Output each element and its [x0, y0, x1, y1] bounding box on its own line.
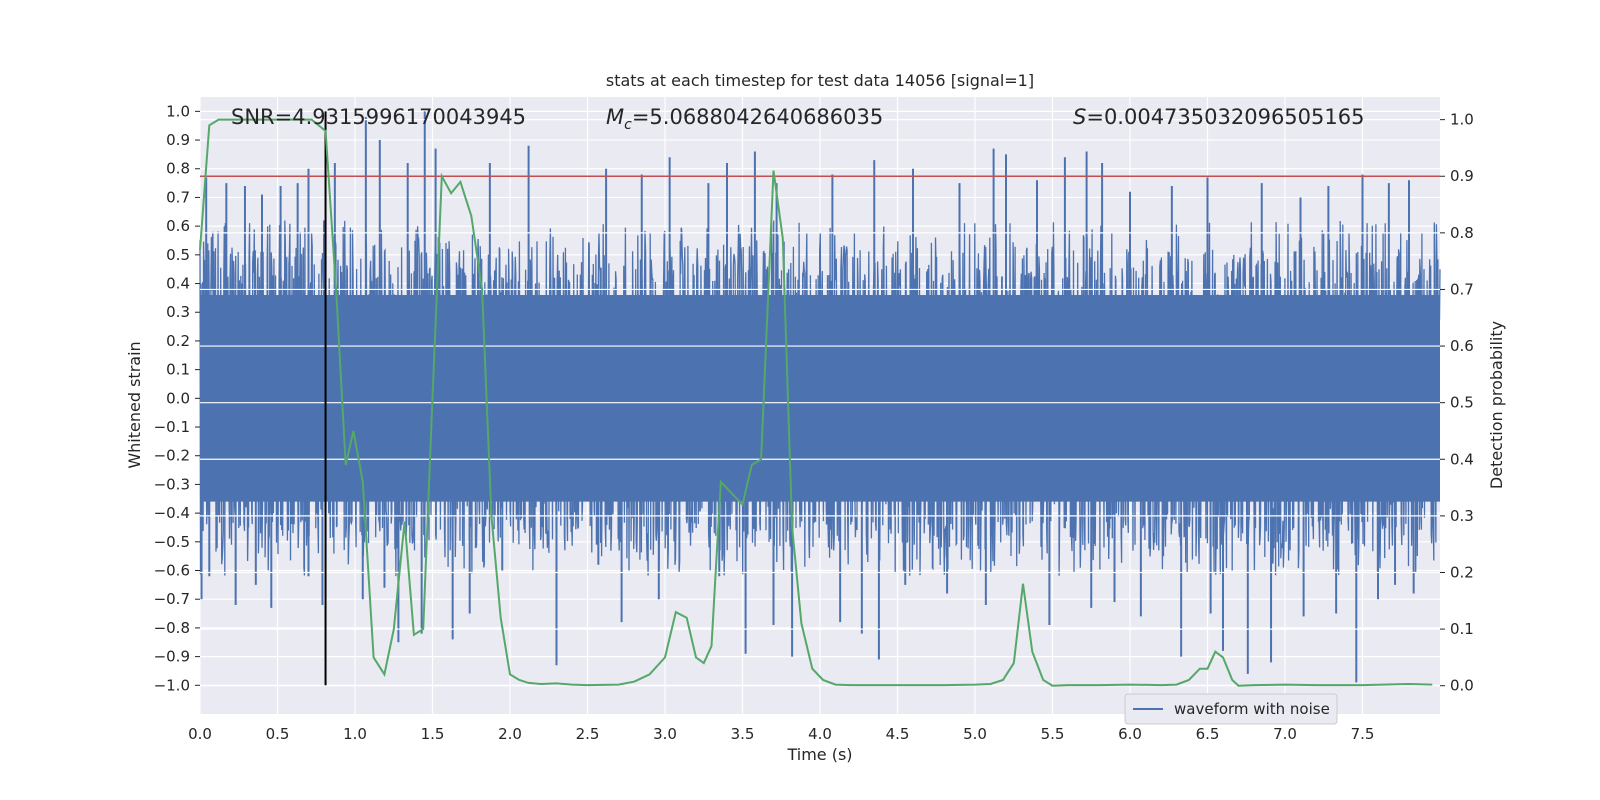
y2-axis-ticks: 1.0 0.9 0.8 0.7 0.6 0.5 0.4 0.3 0.2 0.1 0.0	[1440, 111, 1474, 695]
x-tick-label: 7.0	[1273, 725, 1297, 743]
detection-probability-line	[199, 118, 1433, 687]
chirp-mass-subscript: c	[624, 117, 632, 133]
y2-tick-label: 0.6	[1450, 337, 1474, 355]
y-tick-label: 0.4	[166, 275, 190, 293]
y2-tick-label: 0.4	[1450, 450, 1474, 468]
y2-tick-label: 1.0	[1450, 111, 1474, 129]
x-tick-label: 4.5	[886, 725, 910, 743]
y-tick-label: −0.9	[154, 648, 190, 666]
y-tick-label: 0.6	[166, 217, 190, 235]
x-tick-label: 7.5	[1351, 725, 1375, 743]
y2-tick-label: 0.1	[1450, 620, 1474, 638]
x-tick-label: 5.5	[1041, 725, 1065, 743]
y2-tick-label: 0.8	[1450, 224, 1474, 242]
y-tick-label: 0.1	[166, 361, 190, 379]
y-tick-label: 0.0	[166, 389, 190, 407]
chart-title: stats at each timestep for test data 140…	[606, 71, 1034, 90]
chirp-mass-value: =5.0688042640686035	[632, 105, 883, 129]
legend-label-waveform: waveform with noise	[1174, 700, 1330, 718]
y-tick-label: 0.3	[166, 303, 190, 321]
x-tick-label: 6.0	[1118, 725, 1142, 743]
y2-axis-label: Detection probability	[1487, 321, 1506, 489]
waveform-series	[199, 111, 1441, 683]
waveform-core	[200, 295, 1440, 502]
y-tick-label: 1.0	[166, 102, 190, 120]
y-tick-label: 0.2	[166, 332, 190, 350]
legend: waveform with noise	[1124, 693, 1338, 725]
y-tick-label: 0.8	[166, 160, 190, 178]
s-annotation: S=0.004735032096505165	[1073, 105, 1364, 129]
x-tick-label: 2.5	[576, 725, 600, 743]
y-tick-label: −0.7	[154, 590, 190, 608]
y-tick-label: 0.5	[166, 246, 190, 264]
y-tick-label: 0.7	[166, 188, 190, 206]
y-tick-label: −0.5	[154, 533, 190, 551]
x-axis-label: Time (s)	[786, 745, 852, 764]
chirp-mass-symbol: M	[606, 105, 624, 129]
x-tick-label: 5.0	[963, 725, 987, 743]
y2-tick-label: 0.2	[1450, 563, 1474, 581]
x-axis-ticks: 0.0 0.5 1.0 1.5 2.0 2.5 3.0 3.5 4.0 4.5 5.0 5.5 6.0 6…	[188, 725, 1374, 743]
legend-box	[1124, 693, 1338, 725]
x-tick-label: 0.0	[188, 725, 212, 743]
y-tick-label: −0.2	[154, 447, 190, 465]
y-tick-label: −0.8	[154, 619, 190, 637]
chirp-mass-annotation: Mc=5.0688042640686035	[606, 105, 883, 133]
y-tick-label: −0.1	[154, 418, 190, 436]
x-tick-label: 2.0	[498, 725, 522, 743]
x-tick-label: 1.0	[343, 725, 367, 743]
y2-tick-label: 0.7	[1450, 280, 1474, 298]
y-tick-label: 0.9	[166, 131, 190, 149]
y-tick-label: −0.4	[154, 504, 190, 522]
y2-tick-label: 0.0	[1450, 677, 1474, 695]
x-tick-label: 0.5	[266, 725, 290, 743]
y2-tick-label: 0.3	[1450, 507, 1474, 525]
y-tick-label: −0.3	[154, 475, 190, 493]
x-tick-label: 1.5	[421, 725, 445, 743]
y-axis-ticks: 1.0 0.9 0.8 0.7 0.6 0.5 0.4 0.3 0.2 0.1 0.0 −0.1 −0.…	[154, 102, 200, 694]
x-tick-label: 4.0	[808, 725, 832, 743]
x-tick-label: 3.0	[653, 725, 677, 743]
y-axis-label: Whitened strain	[125, 341, 144, 468]
x-tick-label: 3.5	[731, 725, 755, 743]
secondary-grid-lines	[200, 119, 1440, 687]
y-tick-label: −0.6	[154, 562, 190, 580]
snr-annotation: SNR=4.9315996170043945	[231, 105, 526, 129]
s-symbol: S	[1073, 105, 1086, 129]
y2-tick-label: 0.9	[1450, 167, 1474, 185]
x-tick-label: 6.5	[1196, 725, 1220, 743]
s-value: =0.004735032096505165	[1086, 105, 1364, 129]
y-tick-label: −1.0	[154, 676, 190, 694]
y2-tick-label: 0.5	[1450, 394, 1474, 412]
